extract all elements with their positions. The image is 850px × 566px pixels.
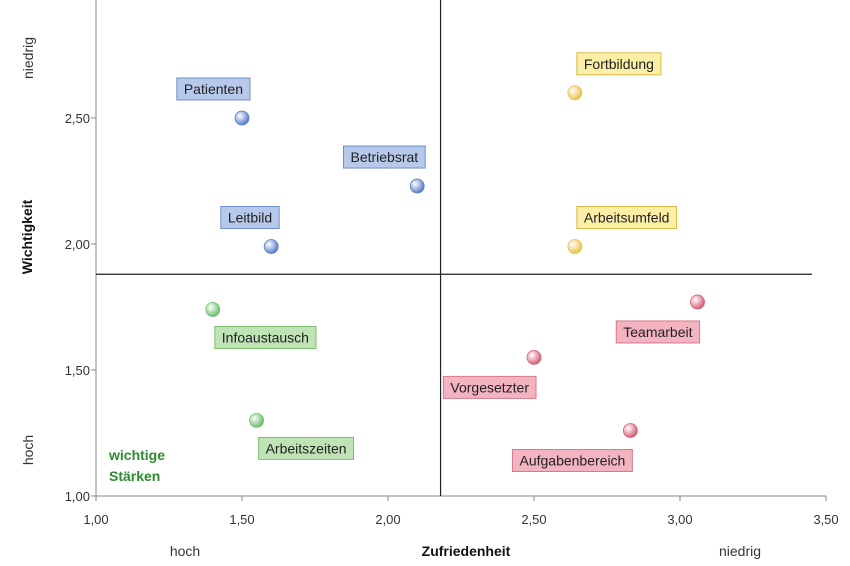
annotation-wichtige: wichtige [108,447,165,463]
point-label: Fortbildung [576,52,662,76]
point-label: Arbeitsumfeld [576,206,677,230]
point-label-box [615,320,701,344]
point-label-box [442,375,537,399]
point-label: Leitbild [220,206,280,230]
data-point-group: Arbeitszeiten [249,412,355,460]
y-tick-label: 1,00 [65,489,90,504]
x-tick-label: 1,50 [229,512,254,527]
point-label: Arbeitszeiten [258,436,355,460]
point-label-text: Arbeitsumfeld [584,210,670,226]
x-axis-title: Zufriedenheit [422,543,511,559]
point-label-text: Arbeitszeiten [266,440,347,456]
data-point-group: Teamarbeit [615,294,705,344]
data-point [263,239,279,254]
point-label-box [258,436,355,460]
point-label-box [576,52,662,76]
data-point-group: Infoaustausch [205,302,317,350]
point-label-box [214,326,317,350]
point-label-text: Patienten [184,81,243,97]
point-label-box [511,448,633,472]
x-tick-labels: 1,00 1,50 2,00 2,50 3,00 3,50 [83,496,839,527]
point-label: Aufgabenbereich [511,448,633,472]
y-side-label-bottom: hoch [20,435,36,465]
point-label-text: Fortbildung [584,56,654,72]
data-point [234,110,250,126]
axes [95,0,826,497]
x-tick-label: 2,50 [521,512,546,527]
point-label: Infoaustausch [214,326,317,350]
point-label-text: Teamarbeit [623,324,692,340]
point-label-box [220,206,280,230]
point-label-box [342,145,426,169]
data-point-group: Betriebsrat [342,145,426,194]
data-point-group: Aufgabenbereich [511,423,638,472]
y-tick-labels: 1,00 1,50 2,00 2,50 [65,111,96,504]
y-tick-label: 2,00 [65,237,90,252]
data-point [690,294,705,310]
point-label-text: Leitbild [228,210,272,226]
data-point-group: Arbeitsumfeld [567,206,677,254]
annotation-staerken: Stärken [109,468,160,484]
point-label-box [576,206,677,230]
data-point-group: Vorgesetzter [442,349,542,399]
point-label-box [176,77,251,101]
data-point [567,85,583,101]
point-label: Patienten [176,77,251,101]
x-tick-label: 3,00 [667,512,692,527]
y-tick-label: 2,50 [65,111,90,126]
y-axis-title: Wichtigkeit [19,199,35,274]
data-point [622,423,638,438]
y-tick-label: 1,50 [65,363,90,378]
point-label: Betriebsrat [342,145,426,169]
point-label-text: Betriebsrat [350,149,418,165]
x-tick-label: 2,00 [375,512,400,527]
data-point-group: Leitbild [220,206,280,254]
point-label-text: Infoaustausch [222,330,309,346]
data-point [567,239,583,254]
point-label: Teamarbeit [615,320,701,344]
x-side-label-left: hoch [170,543,200,559]
point-label: Vorgesetzter [442,375,537,399]
data-point-group: Patienten [176,77,251,126]
data-point-group: Fortbildung [567,52,662,101]
y-side-label-top: niedrig [20,37,36,79]
data-point [409,178,425,194]
data-point [526,349,542,365]
point-label-text: Vorgesetzter [450,379,529,395]
data-points: Patienten Betriebsrat Leitbild Fortbildung A… [176,52,705,472]
x-tick-label: 1,00 [83,512,108,527]
x-side-label-right: niedrig [719,543,761,559]
data-point [249,412,265,428]
point-label-text: Aufgabenbereich [519,452,625,468]
data-point [205,302,221,317]
x-tick-label: 3,50 [813,512,838,527]
